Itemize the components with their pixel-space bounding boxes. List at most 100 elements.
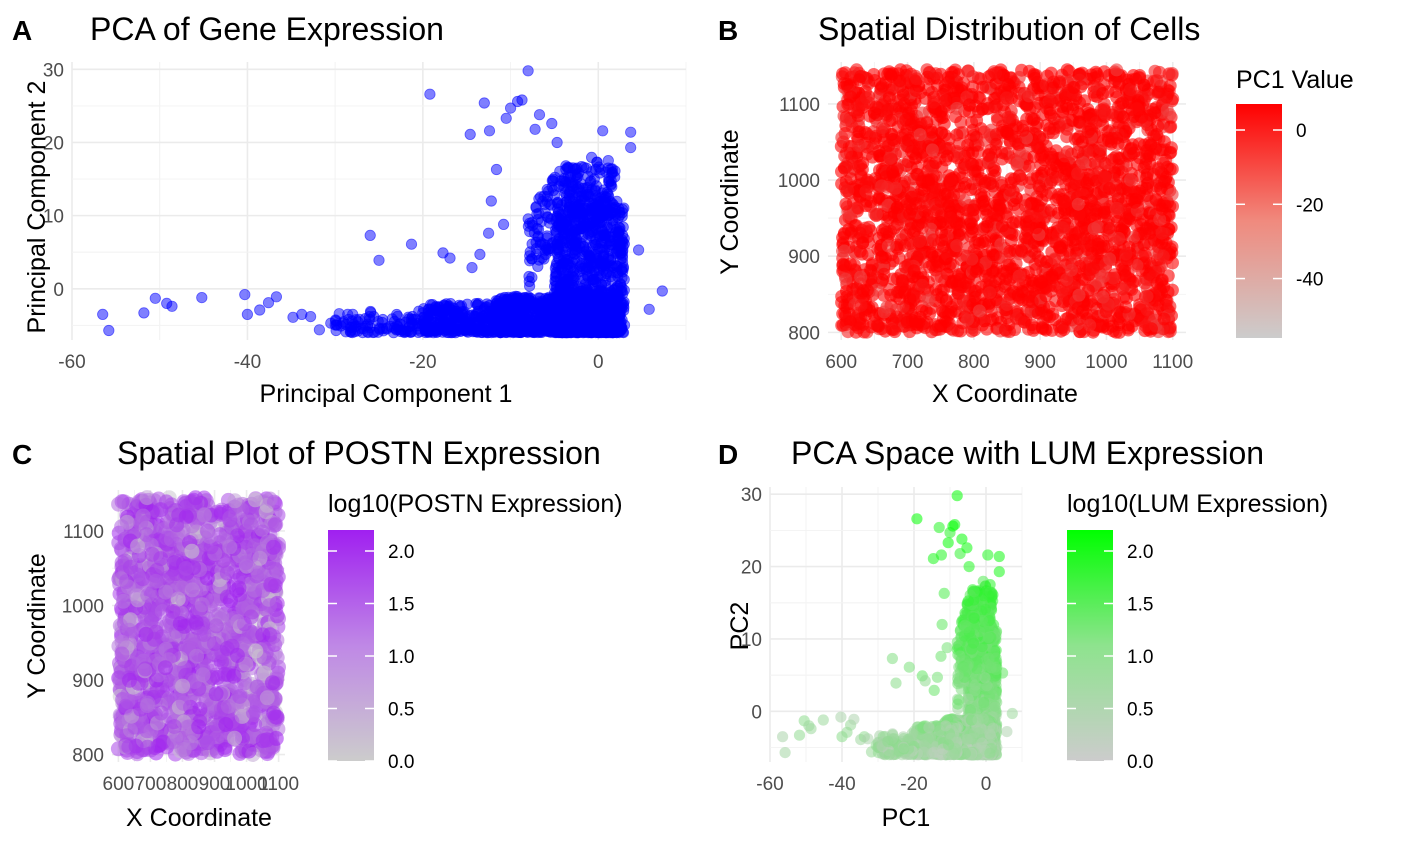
data-point: [990, 101, 1003, 114]
data-point: [1060, 130, 1073, 143]
data-point: [479, 98, 489, 108]
data-point: [610, 301, 620, 311]
data-point: [610, 166, 620, 176]
data-point: [414, 306, 424, 316]
data-point: [483, 228, 493, 238]
data-point: [547, 118, 557, 128]
data-point: [1034, 254, 1047, 267]
y-tick-label: 0: [53, 280, 64, 301]
data-point: [558, 292, 568, 302]
data-point: [918, 205, 931, 218]
data-point: [1043, 122, 1056, 135]
data-point: [1157, 280, 1170, 293]
data-point: [471, 298, 481, 308]
data-point: [941, 150, 954, 163]
x-tick-label: 0: [593, 352, 604, 373]
data-point: [1096, 87, 1109, 100]
data-point: [564, 189, 574, 199]
data-point: [583, 316, 593, 326]
data-point: [550, 271, 560, 281]
data-point: [502, 318, 512, 328]
data-point: [547, 293, 557, 303]
data-point: [501, 113, 511, 123]
data-point: [533, 261, 543, 271]
data-point: [242, 309, 252, 319]
data-point: [914, 128, 927, 141]
data-point: [465, 129, 475, 139]
data-point: [1035, 276, 1048, 289]
data-point: [403, 312, 413, 322]
data-point: [1124, 174, 1137, 187]
data-point: [439, 300, 449, 310]
data-point: [540, 249, 550, 259]
data-point: [382, 324, 392, 334]
data-point: [1166, 188, 1179, 201]
data-point: [548, 312, 558, 322]
data-point: [920, 305, 933, 318]
data-point: [1012, 203, 1025, 216]
data-point: [905, 145, 918, 158]
data-point: [989, 67, 1002, 80]
panel-a-xlabel: Principal Component 1: [260, 380, 513, 408]
data-point: [882, 240, 895, 253]
data-point: [542, 184, 552, 194]
data-point: [365, 230, 375, 240]
data-point: [952, 287, 965, 300]
data-point: [1091, 158, 1104, 171]
data-point: [925, 173, 938, 186]
data-point: [197, 292, 207, 302]
data-point: [598, 126, 608, 136]
data-point: [534, 110, 544, 120]
data-point: [840, 78, 853, 91]
panel-b-title: Spatial Distribution of Cells: [818, 11, 1200, 47]
x-tick-label: -20: [409, 352, 436, 373]
data-point: [970, 114, 983, 127]
data-point: [517, 95, 527, 105]
panel-a-title: PCA of Gene Expression: [90, 11, 444, 47]
data-point: [644, 304, 654, 314]
data-point: [1083, 319, 1096, 332]
panel-a-ylabel: Principal Component 2: [23, 81, 51, 334]
data-point: [354, 314, 364, 324]
data-point: [1013, 169, 1026, 182]
data-point: [552, 137, 562, 147]
data-point: [601, 192, 611, 202]
data-point: [1152, 161, 1165, 174]
data-point: [543, 326, 553, 336]
data-point: [916, 221, 929, 234]
data-point: [835, 131, 848, 144]
data-point: [586, 167, 596, 177]
data-point: [1004, 184, 1017, 197]
data-point: [525, 247, 535, 257]
data-point: [970, 265, 983, 278]
data-point: [1103, 253, 1116, 266]
data-point: [271, 292, 281, 302]
data-point: [540, 240, 550, 250]
data-point: [626, 142, 636, 152]
data-point: [1091, 220, 1104, 233]
data-point: [852, 160, 865, 173]
data-point: [929, 67, 942, 80]
data-point: [1166, 67, 1179, 80]
data-point: [601, 276, 611, 286]
data-point: [467, 262, 477, 272]
data-point: [1109, 85, 1122, 98]
data-point: [657, 286, 667, 296]
data-point: [358, 327, 368, 337]
data-point: [530, 124, 540, 134]
data-point: [1028, 69, 1041, 82]
data-point: [633, 245, 643, 255]
data-point: [841, 184, 854, 197]
data-point: [618, 241, 628, 251]
data-point: [393, 322, 403, 332]
data-point: [454, 300, 464, 310]
data-point: [952, 268, 965, 281]
data-point: [838, 245, 851, 258]
data-point: [884, 68, 897, 81]
data-point: [495, 298, 505, 308]
data-point: [550, 172, 560, 182]
data-point: [855, 299, 868, 312]
data-point: [588, 277, 598, 287]
data-point: [1110, 63, 1123, 76]
data-point: [1164, 325, 1177, 338]
